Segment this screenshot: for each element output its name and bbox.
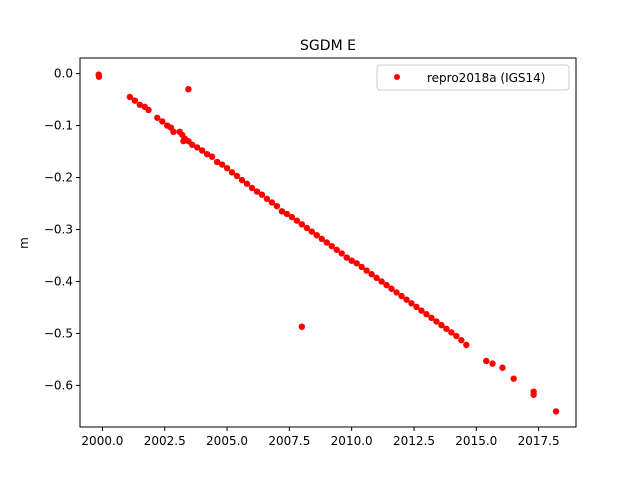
data-point [403, 296, 410, 303]
data-point [489, 360, 496, 367]
data-point [348, 257, 355, 264]
data-point [383, 281, 390, 289]
x-tick-label: 2007.5 [268, 434, 310, 448]
data-point [154, 114, 161, 121]
data-point [203, 150, 211, 158]
data-points [95, 71, 560, 415]
data-point [258, 191, 266, 198]
data-point [552, 408, 560, 415]
data-point [408, 300, 415, 307]
data-point [443, 325, 450, 332]
legend-label: repro2018a (IGS14) [427, 71, 545, 85]
x-tick-label: 2012.5 [393, 434, 435, 448]
legend-marker [394, 74, 400, 80]
data-point [353, 260, 360, 267]
data-point [95, 73, 103, 80]
data-point [308, 228, 315, 235]
data-point [398, 292, 405, 300]
data-point [458, 337, 465, 344]
data-point [131, 97, 139, 104]
y-tick-label: −0.5 [44, 326, 73, 340]
data-point [433, 318, 440, 325]
data-point [313, 232, 320, 239]
data-point [499, 364, 506, 371]
data-point [288, 213, 296, 221]
x-tick-label: 2002.5 [144, 434, 186, 448]
data-point [268, 199, 276, 206]
data-point [298, 323, 306, 330]
data-point [323, 239, 330, 246]
data-point [418, 307, 425, 314]
y-tick-label: −0.2 [44, 171, 73, 185]
y-tick-label: 0.0 [54, 67, 73, 81]
x-tick-label: 2000.0 [81, 434, 123, 448]
data-point [338, 250, 345, 257]
data-point [423, 311, 430, 318]
data-point [188, 141, 196, 148]
data-point [343, 254, 350, 261]
x-tick-label: 2015.0 [455, 434, 497, 448]
data-point [303, 224, 311, 232]
legend: repro2018a (IGS14) [376, 64, 570, 91]
data-point [238, 176, 246, 184]
data-point [193, 144, 201, 151]
x-tick-label: 2017.5 [518, 434, 560, 448]
data-point [530, 391, 537, 398]
data-point [273, 202, 281, 210]
chart-title: SGDM E [300, 38, 356, 54]
data-point [393, 289, 400, 296]
data-point [378, 278, 385, 285]
data-point [358, 263, 365, 271]
data-point [233, 172, 241, 180]
data-point [243, 180, 251, 187]
y-tick-label: −0.4 [44, 274, 73, 288]
legend-box [376, 64, 570, 91]
data-point [278, 208, 286, 215]
data-point [126, 93, 134, 101]
y-axis-label: m [17, 237, 31, 249]
data-point [145, 106, 152, 114]
y-tick-label: −0.6 [44, 378, 73, 392]
x-axis-ticks: 2000.0 2002.5 2005.0 2007.5 2010.0 2012.5 2015… [81, 427, 560, 448]
data-point [218, 161, 226, 168]
data-point [333, 246, 340, 253]
y-axis-ticks: 0.0 −0.1 −0.2 −0.3 −0.4 −0.5 −0.6 [44, 67, 80, 392]
data-point [368, 271, 375, 278]
data-point [298, 221, 306, 228]
data-point [453, 332, 460, 340]
data-point [363, 267, 370, 274]
data-point [170, 128, 177, 135]
data-point [198, 147, 206, 154]
data-point [373, 274, 380, 282]
data-point [328, 242, 335, 250]
data-point [510, 375, 517, 382]
data-point [283, 210, 291, 218]
data-point [185, 85, 192, 93]
x-tick-label: 2005.0 [206, 434, 248, 448]
data-point [318, 235, 325, 243]
y-tick-label: −0.1 [44, 119, 73, 133]
data-point [228, 169, 236, 176]
data-point [463, 341, 470, 349]
data-point [293, 217, 301, 224]
x-tick-label: 2010.0 [331, 434, 373, 448]
data-point [438, 321, 445, 329]
data-point [448, 329, 455, 336]
data-point [388, 285, 395, 292]
data-point [208, 153, 216, 160]
data-point [213, 158, 221, 166]
plot-frame [79, 57, 577, 428]
data-point [263, 195, 271, 203]
data-point [136, 101, 144, 108]
data-point [428, 314, 435, 322]
data-point [159, 118, 166, 125]
data-point [223, 164, 231, 172]
data-point [248, 184, 256, 192]
data-point [483, 357, 490, 365]
y-tick-label: −0.3 [44, 223, 73, 237]
data-point [253, 188, 261, 195]
data-point [413, 303, 420, 311]
